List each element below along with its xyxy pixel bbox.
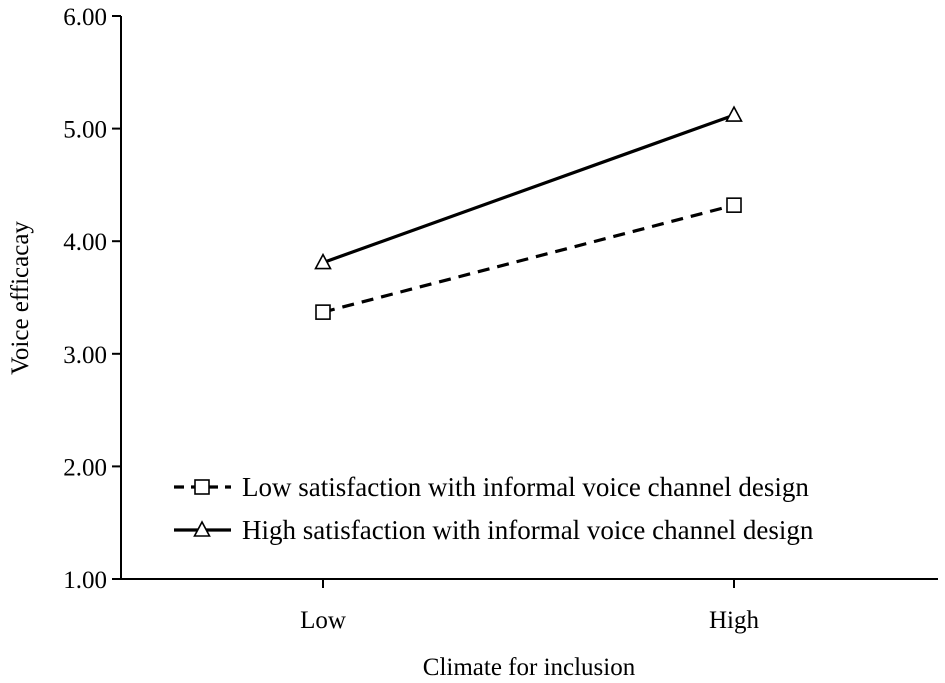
series-low-satisfaction [315, 197, 742, 320]
series-line [322, 203, 735, 314]
triangle-marker [314, 252, 332, 270]
legend-triangle-marker [193, 520, 211, 537]
series-layer [314, 105, 743, 320]
y-tick-label: 2.00 [63, 454, 107, 481]
legend-item: High satisfaction with informal voice ch… [174, 515, 814, 545]
triangle-marker [725, 105, 743, 122]
square-marker [726, 197, 742, 213]
y-tick-label: 4.00 [63, 229, 107, 256]
y-tick-label: 1.00 [63, 567, 107, 594]
square-marker [315, 304, 331, 320]
series-line [322, 113, 735, 265]
x-ticks: Low High [300, 579, 760, 634]
axes [120, 16, 938, 580]
y-tick-label: 3.00 [63, 342, 107, 369]
x-tick-label-high: High [709, 607, 760, 634]
series-high-satisfaction [314, 105, 743, 270]
legend: Low satisfaction with informal voice cha… [174, 472, 814, 545]
legend-label: Low satisfaction with informal voice cha… [242, 472, 809, 502]
legend-item: Low satisfaction with informal voice cha… [174, 472, 809, 502]
legend-label: High satisfaction with informal voice ch… [242, 515, 814, 545]
y-axis-title: Voice efficacay [7, 221, 34, 375]
y-tick-label: 5.00 [63, 117, 107, 144]
legend-square-marker [194, 479, 210, 495]
x-tick-label-low: Low [300, 607, 346, 634]
x-axis-title: Climate for inclusion [423, 654, 636, 681]
y-tick-label: 6.00 [63, 4, 107, 31]
y-ticks: 1.00 2.00 3.00 4.00 5.00 6.00 [63, 4, 121, 594]
